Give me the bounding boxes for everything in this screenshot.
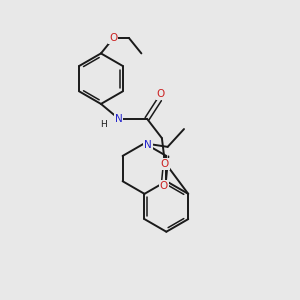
Text: O: O — [161, 159, 169, 169]
Text: O: O — [109, 33, 118, 43]
Text: H: H — [100, 120, 107, 129]
Text: N: N — [115, 114, 123, 124]
Text: O: O — [160, 181, 168, 191]
Text: O: O — [157, 89, 165, 99]
Text: N: N — [144, 140, 152, 150]
